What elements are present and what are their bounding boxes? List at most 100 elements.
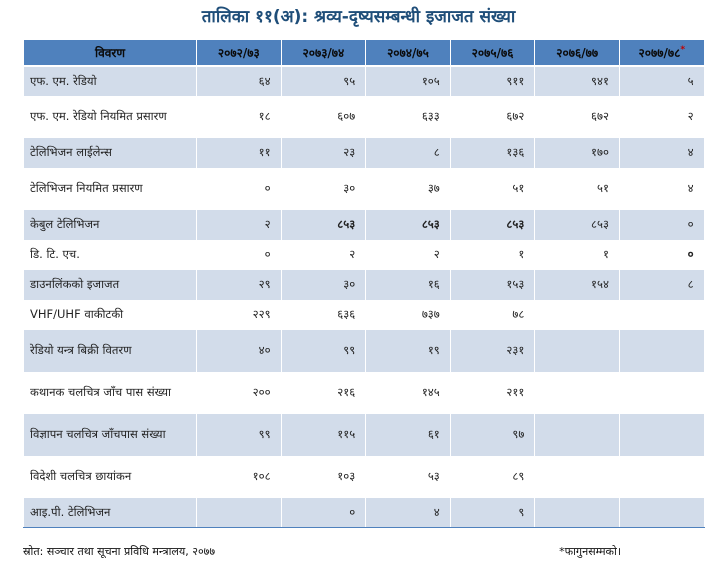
row-label: कथानक चलचित्र जाँच पास संख्या bbox=[23, 371, 197, 414]
cell-value bbox=[534, 455, 620, 498]
cell-value: २ bbox=[196, 209, 282, 240]
table-row: VHF/UHF वाकीटकी २२९ ६३६ ७३७ ७८ bbox=[23, 299, 705, 330]
header-year: २०७३/७४ bbox=[280, 39, 367, 67]
row-label: टेलिभिजन नियमित प्रसारण bbox=[23, 167, 197, 210]
header-year-latest: २०७७/७८* bbox=[618, 39, 705, 67]
cell-value: ५१ bbox=[534, 167, 620, 210]
cell-value: ६३६ bbox=[280, 299, 367, 330]
cell-value: ९७ bbox=[449, 413, 536, 456]
table-row: विज्ञापन चलचित्र जाँचपास संख्या ९९ ११५ ६… bbox=[23, 413, 705, 456]
cell-value: २ bbox=[618, 95, 705, 138]
cell-value: ४ bbox=[618, 167, 705, 210]
cell-value: ८९ bbox=[449, 455, 536, 498]
cell-value: ६१ bbox=[365, 413, 451, 456]
cell-value: ३० bbox=[280, 269, 367, 300]
cell-value bbox=[618, 455, 705, 498]
cell-value bbox=[618, 497, 705, 528]
cell-value: ३७ bbox=[365, 167, 451, 210]
cell-value: ४ bbox=[618, 137, 705, 168]
cell-value: २११ bbox=[449, 371, 536, 414]
cell-value: १८ bbox=[196, 95, 282, 138]
row-label: डि. टि. एच. bbox=[23, 239, 197, 270]
cell-value: १४५ bbox=[365, 371, 451, 414]
row-label: विज्ञापन चलचित्र जाँचपास संख्या bbox=[23, 413, 197, 456]
cell-value: ० bbox=[196, 239, 282, 270]
table-row: टेलिभिजन नियमित प्रसारण ० ३० ३७ ५१ ५१ ४ bbox=[23, 167, 705, 210]
cell-value: ९११ bbox=[449, 65, 536, 96]
header-footnote-mark: * bbox=[680, 44, 686, 55]
cell-value bbox=[534, 329, 620, 372]
table-row: केबुल टेलिभिजन २ ८५३ ८५३ ८५३ ८५३ ० bbox=[23, 209, 705, 240]
cell-value: १०३ bbox=[280, 455, 367, 498]
header-year: २०७२/७३ bbox=[196, 39, 282, 67]
cell-value: २०० bbox=[196, 371, 282, 414]
table-row: डि. टि. एच. ० २ २ १ १ ० bbox=[23, 239, 705, 270]
cell-value: ९९ bbox=[196, 413, 282, 456]
cell-value: २ bbox=[365, 239, 451, 270]
cell-value: ३० bbox=[280, 167, 367, 210]
cell-value bbox=[618, 299, 705, 330]
table-row: टेलिभिजन लाईलेन्स ११ २३ ८ १३६ १७० ४ bbox=[23, 137, 705, 168]
source-note: स्रोत: सञ्चार तथा सूचना प्रविधि मन्त्राल… bbox=[23, 545, 216, 558]
license-table: विवरण २०७२/७३ २०७३/७४ २०७४/७५ २०७५/७६ २०… bbox=[23, 39, 705, 528]
cell-value: ९४१ bbox=[534, 65, 620, 96]
table-row: कथानक चलचित्र जाँच पास संख्या २०० २१६ १४… bbox=[23, 371, 705, 414]
row-label: आइ.पी. टेलिभिजन bbox=[23, 497, 197, 528]
cell-value: ० bbox=[196, 167, 282, 210]
cell-value: ६४ bbox=[196, 65, 282, 96]
cell-value: ८ bbox=[365, 137, 451, 168]
table-row: विदेशी चलचित्र छायांकन १०८ १०३ ५३ ८९ bbox=[23, 455, 705, 498]
cell-value: ७३७ bbox=[365, 299, 451, 330]
cell-value bbox=[196, 497, 282, 528]
table-row: रेडियो यन्त्र बिक्री वितरण ४० ९९ १९ २३१ bbox=[23, 329, 705, 372]
cell-value: २ bbox=[280, 239, 367, 270]
cell-value: ८५३ bbox=[449, 209, 536, 240]
cell-value: १३६ bbox=[449, 137, 536, 168]
cell-value: ९९ bbox=[280, 329, 367, 372]
cell-value: ९ bbox=[449, 497, 536, 528]
table-row: डाउनलिंकको इजाजत २९ ३० १६ १५३ १५४ ८ bbox=[23, 269, 705, 300]
row-label: VHF/UHF वाकीटकी bbox=[23, 299, 197, 330]
cell-value: १०५ bbox=[365, 65, 451, 96]
cell-value: १५४ bbox=[534, 269, 620, 300]
cell-value bbox=[534, 413, 620, 456]
footnote: *फागुनसम्मको। bbox=[559, 545, 621, 558]
cell-value: १०८ bbox=[196, 455, 282, 498]
header-year: २०७५/७६ bbox=[449, 39, 536, 67]
cell-value: २१६ bbox=[280, 371, 367, 414]
cell-value: ४ bbox=[365, 497, 451, 528]
cell-value: ११ bbox=[196, 137, 282, 168]
cell-value bbox=[534, 497, 620, 528]
cell-value: ६७२ bbox=[449, 95, 536, 138]
cell-value: ६३३ bbox=[365, 95, 451, 138]
cell-value: १६ bbox=[365, 269, 451, 300]
cell-value: ८ bbox=[618, 269, 705, 300]
cell-value: २३ bbox=[280, 137, 367, 168]
cell-value: १ bbox=[449, 239, 536, 270]
cell-value: ८५३ bbox=[534, 209, 620, 240]
cell-value bbox=[534, 371, 620, 414]
table-row: एफ. एम. रेडियो नियमित प्रसारण १८ ६०७ ६३३… bbox=[23, 95, 705, 138]
row-label: विदेशी चलचित्र छायांकन bbox=[23, 455, 197, 498]
row-label: टेलिभिजन लाईलेन्स bbox=[23, 137, 197, 168]
cell-value: ० bbox=[618, 209, 705, 240]
cell-value: ० bbox=[618, 239, 705, 270]
table-row: एफ. एम. रेडियो ६४ ९५ १०५ ९११ ९४१ ५ bbox=[23, 65, 705, 96]
header-year-label: २०७७/७८ bbox=[638, 45, 681, 60]
data-table: विवरण २०७२/७३ २०७३/७४ २०७४/७५ २०७५/७६ २०… bbox=[23, 39, 705, 528]
cell-value: १ bbox=[534, 239, 620, 270]
cell-value: ५ bbox=[618, 65, 705, 96]
cell-value: ५३ bbox=[365, 455, 451, 498]
header-row: विवरण २०७२/७३ २०७३/७४ २०७४/७५ २०७५/७६ २०… bbox=[23, 39, 705, 67]
row-label: रेडियो यन्त्र बिक्री वितरण bbox=[23, 329, 197, 372]
cell-value: १९ bbox=[365, 329, 451, 372]
cell-value: ८५३ bbox=[280, 209, 367, 240]
cell-value bbox=[618, 413, 705, 456]
cell-value: २३१ bbox=[449, 329, 536, 372]
cell-value: ६०७ bbox=[280, 95, 367, 138]
table-row: आइ.पी. टेलिभिजन ० ४ ९ bbox=[23, 497, 705, 528]
cell-value: ० bbox=[280, 497, 367, 528]
cell-value bbox=[618, 329, 705, 372]
cell-value: २९ bbox=[196, 269, 282, 300]
header-description: विवरण bbox=[23, 39, 197, 67]
